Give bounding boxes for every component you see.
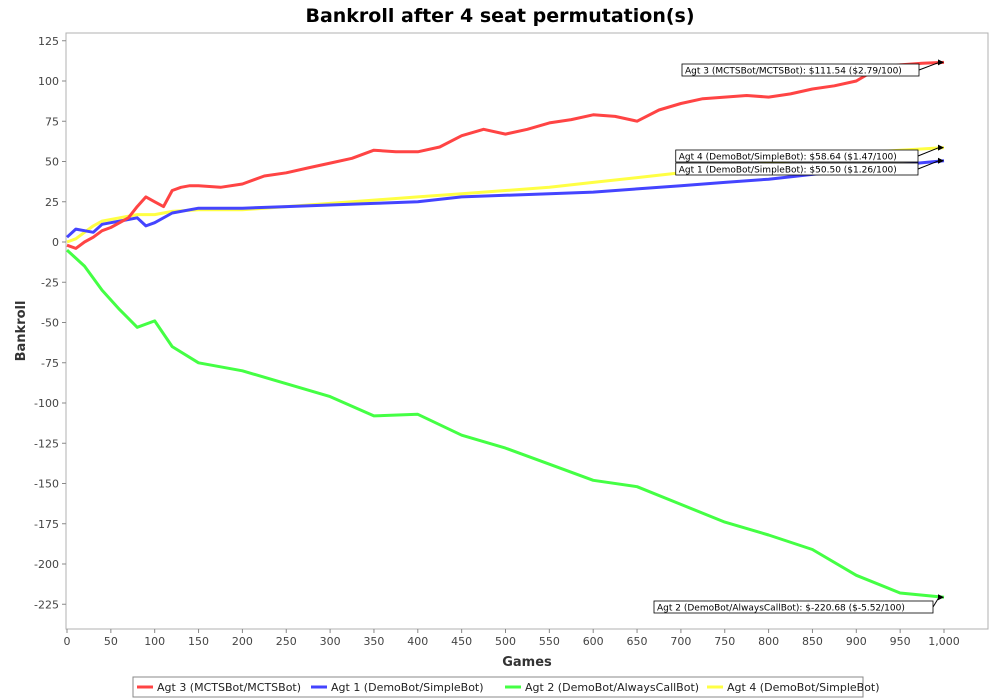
x-tick-label: 200 bbox=[232, 635, 253, 648]
annotation-box bbox=[675, 162, 919, 176]
y-tick-label: 125 bbox=[38, 35, 59, 48]
y-tick-label: -125 bbox=[34, 437, 59, 450]
x-tick-label: 100 bbox=[144, 635, 165, 648]
x-tick-label: 150 bbox=[188, 635, 209, 648]
x-tick-label: 550 bbox=[539, 635, 560, 648]
annotation-arrow-head bbox=[938, 594, 944, 601]
y-tick-label: -200 bbox=[34, 558, 59, 571]
y-tick-label: -75 bbox=[41, 357, 59, 370]
x-axis: 0 50 100 150 200 250 300 350 400 450 500 550 600 650 7… bbox=[64, 629, 960, 648]
annotation-label: Agt 4 (DemoBot/SimpleBot): $58.64 ($1.47… bbox=[679, 153, 897, 163]
legend-item-label: Agt 2 (DemoBot/AlwaysCallBot) bbox=[525, 681, 699, 694]
x-tick-label: 850 bbox=[802, 635, 823, 648]
x-tick-label: 700 bbox=[670, 635, 691, 648]
x-tick-label: 950 bbox=[890, 635, 911, 648]
y-tick-label: 100 bbox=[38, 75, 59, 88]
x-tick-label: 350 bbox=[363, 635, 384, 648]
x-tick-label: 50 bbox=[104, 635, 118, 648]
chart-title: Bankroll after 4 seat permutation(s) bbox=[305, 5, 694, 27]
x-tick-label: 500 bbox=[495, 635, 516, 648]
x-tick-label: 650 bbox=[627, 635, 648, 648]
series-line-agt-1 bbox=[65, 159, 945, 239]
x-tick-label: 250 bbox=[276, 635, 297, 648]
annotation-label: Agt 3 (MCTSBot/MCTSBot): $111.54 ($2.79/… bbox=[685, 67, 902, 77]
series-line-agt-2 bbox=[65, 248, 945, 599]
x-tick-label: 300 bbox=[320, 635, 341, 648]
annotation-arrow-line bbox=[917, 160, 940, 170]
annotation-arrow-head bbox=[938, 157, 944, 164]
x-tick-label: 600 bbox=[583, 635, 604, 648]
y-axis-label: Bankroll bbox=[14, 301, 29, 362]
annotation-layer: Agt 3 (MCTSBot/MCTSBot): $111.54 ($2.79/… bbox=[653, 59, 944, 614]
legend: Agt 3 (MCTSBot/MCTSBot) Agt 1 (DemoBot/Si… bbox=[132, 676, 880, 698]
plot-area bbox=[65, 32, 989, 630]
annotation-arrow-line bbox=[917, 147, 940, 157]
x-tick-label: 1,000 bbox=[928, 635, 960, 648]
annotation-arrow-head bbox=[938, 144, 944, 151]
y-tick-label: 75 bbox=[45, 115, 59, 128]
annotation-label: Agt 2 (DemoBot/AlwaysCallBot): $-220.68 … bbox=[657, 604, 905, 614]
y-tick-label: -50 bbox=[41, 317, 59, 330]
x-axis-label: Games bbox=[502, 655, 552, 670]
legend-item-label: Agt 4 (DemoBot/SimpleBot) bbox=[727, 681, 880, 694]
series-line-agt-3 bbox=[66, 60, 945, 250]
y-tick-label: 50 bbox=[45, 156, 59, 169]
annotation-arrow-line bbox=[918, 61, 940, 71]
y-tick-label: -175 bbox=[34, 518, 59, 531]
y-tick-label: -225 bbox=[34, 598, 59, 611]
x-tick-label: 400 bbox=[407, 635, 428, 648]
y-axis: 125 100 75 50 25 0 -25 -50 -75 -100 -125 -150 -175 -2… bbox=[34, 35, 66, 611]
x-tick-label: 800 bbox=[758, 635, 779, 648]
annotation-box bbox=[653, 600, 934, 614]
legend-box bbox=[132, 676, 864, 698]
annotation-box bbox=[675, 149, 919, 163]
x-tick-label: 450 bbox=[451, 635, 472, 648]
y-tick-label: -25 bbox=[41, 276, 59, 289]
y-tick-label: 25 bbox=[45, 196, 59, 209]
annotation-box bbox=[681, 63, 920, 77]
y-tick-label: -150 bbox=[34, 478, 59, 491]
legend-item-label: Agt 1 (DemoBot/SimpleBot) bbox=[331, 681, 484, 694]
annotation-arrow-head bbox=[938, 59, 944, 66]
y-tick-label: 0 bbox=[52, 236, 59, 249]
legend-item-label: Agt 3 (MCTSBot/MCTSBot) bbox=[157, 681, 301, 694]
x-tick-label: 750 bbox=[714, 635, 735, 648]
annotation-label: Agt 1 (DemoBot/SimpleBot): $50.50 ($1.26… bbox=[679, 166, 897, 176]
x-tick-label: 0 bbox=[64, 635, 71, 648]
x-tick-label: 900 bbox=[846, 635, 867, 648]
y-tick-label: -100 bbox=[34, 397, 59, 410]
